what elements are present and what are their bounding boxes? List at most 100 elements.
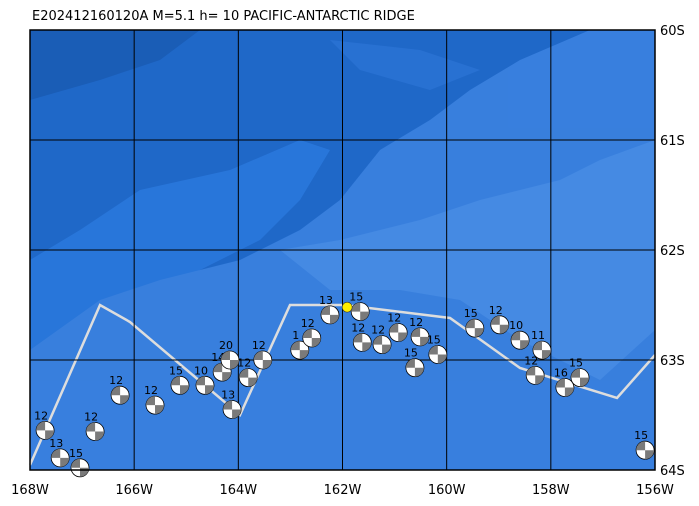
ball-compression [405, 358, 424, 377]
depth-label: 15 [464, 307, 478, 320]
title: E202412160120A M=5.1 h= 10 PACIFIC-ANTAR… [32, 9, 415, 24]
depth-label: 13 [49, 437, 63, 450]
beach-ball: 12 [301, 317, 322, 348]
beach-ball: 12 [387, 312, 408, 342]
beach-ball: 10 [509, 319, 530, 350]
beach-ball: 12 [351, 321, 372, 352]
beach-ball: 12 [144, 384, 165, 415]
ball-compression [389, 323, 408, 342]
depth-label: 10 [194, 364, 208, 377]
ball-compression [302, 329, 321, 347]
beach-ball: 12 [524, 354, 545, 385]
depth-label: 20 [219, 339, 233, 352]
depth-label: 12 [237, 357, 251, 370]
beach-ball: 16 [554, 367, 575, 397]
ball-compression [511, 331, 530, 350]
ball-compression [351, 302, 370, 321]
beach-ball: 12 [34, 409, 55, 440]
lon-label: 158W [532, 483, 570, 498]
ball-compression [71, 458, 89, 477]
depth-label: 12 [301, 317, 315, 330]
lon-label: 168W [11, 483, 49, 498]
lat-label: 62S [660, 244, 685, 259]
ball-compression [636, 441, 655, 460]
epicenter [341, 301, 353, 313]
depth-label: 15 [69, 447, 83, 460]
lat-label: 63S [660, 354, 685, 369]
beach-ball: 13 [319, 294, 340, 325]
ball-compression [239, 368, 258, 387]
beach-ball: 12 [409, 316, 430, 347]
map-frame [29, 29, 656, 471]
ball-compression [465, 319, 484, 338]
beach-ball: 15 [427, 334, 448, 364]
depth-label: 13 [221, 389, 235, 402]
ball-compression [171, 376, 189, 395]
ball-compression [490, 315, 509, 334]
ball-compression [111, 386, 130, 405]
depth-label: 12 [524, 354, 538, 367]
depth-label: 12 [387, 312, 401, 325]
beach-ball: 15 [404, 347, 425, 378]
ball-compression [373, 335, 392, 354]
beach-ball: 11 [531, 329, 552, 360]
depth-label: 15 [634, 429, 648, 442]
ball-compression [213, 363, 232, 382]
depth-label: 12 [34, 409, 48, 422]
ball-compression [253, 351, 272, 369]
ball-compression [36, 421, 55, 440]
ball-compression [290, 341, 309, 360]
beach-ball: 13 [49, 437, 70, 468]
depth-label: 15 [569, 357, 583, 370]
ball-compression [86, 422, 105, 441]
beach-ball: 15 [634, 429, 655, 460]
depth-label: 15 [404, 347, 418, 360]
beach-ball: 12 [371, 324, 392, 355]
depth-label: 12 [144, 384, 158, 397]
beach-ball: 15 [464, 307, 485, 338]
beach-ball: 15 [169, 364, 190, 395]
beach-ball: 12 [252, 339, 273, 370]
depth-label: 16 [554, 367, 568, 380]
beach-ball: 15 [69, 447, 90, 478]
ball-compression [146, 396, 164, 415]
ball-compression [555, 378, 574, 397]
ball-compression [411, 327, 430, 346]
beach-ball: 12 [84, 411, 105, 441]
lat-label: 60S [660, 24, 685, 39]
ball-compression [223, 400, 242, 419]
beach-ball: 15 [349, 291, 370, 322]
ball-compression [321, 305, 339, 324]
depth-label: 12 [84, 411, 98, 424]
lat-label: 64S [660, 464, 685, 479]
beach-ball: 10 [194, 364, 215, 395]
depth-label: 10 [509, 319, 523, 332]
beach-ball: 15 [569, 357, 590, 388]
ball-compression [532, 341, 551, 360]
depth-label: 12 [109, 374, 123, 387]
ball-compression [571, 368, 589, 387]
depth-label: 12 [489, 304, 503, 317]
beach-ball: 13 [221, 389, 242, 419]
beach-ball: 12 [109, 374, 130, 405]
ball-compression [51, 448, 70, 467]
lon-label: 156W [636, 483, 674, 498]
ball-compression [196, 376, 214, 395]
depth-label: 12 [409, 316, 423, 329]
depth-label: 15 [349, 291, 363, 304]
depth-label: 13 [319, 294, 333, 307]
depth-label: 11 [531, 329, 545, 342]
depth-label: 12 [351, 321, 365, 334]
depth-label: 12 [371, 324, 385, 337]
ball-compression [526, 366, 545, 385]
beach-ball: 12 [489, 304, 510, 335]
depth-label: 12 [252, 339, 266, 352]
lat-label: 61S [660, 134, 685, 149]
beach-ball: 12 [237, 357, 258, 388]
depth-label: 15 [427, 334, 441, 347]
ball-compression [428, 345, 447, 364]
lon-label: 160W [428, 483, 466, 498]
depth-label: 15 [169, 364, 183, 377]
